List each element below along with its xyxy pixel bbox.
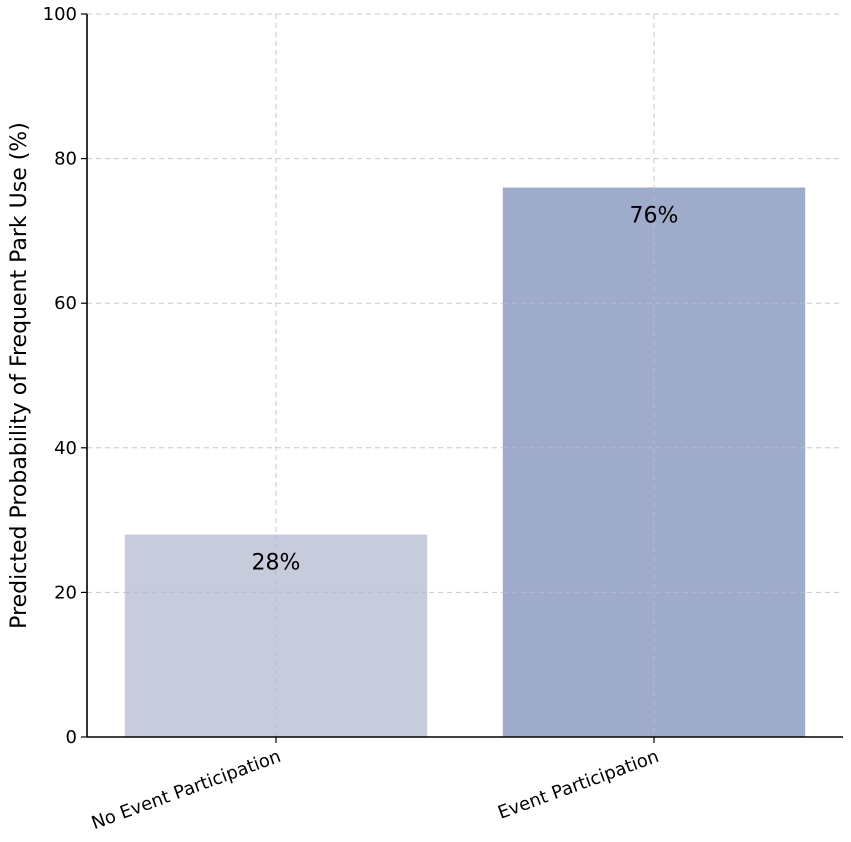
x-ticks: No Event Participation Event Participatio… [89,737,662,834]
axes [86,14,843,738]
y-tick-label: 40 [54,438,77,459]
y-ticks: 0 20 40 60 80 100 [43,4,87,748]
bar-data-label: 76% [630,204,679,229]
bars [124,187,806,737]
x-tick-label: No Event Participation [89,746,284,834]
y-tick-label: 80 [54,149,77,170]
bar-data-label: 28% [252,551,301,576]
x-tick-label: Event Participation [495,746,662,824]
y-axis-title: Predicted Probability of Frequent Park U… [7,122,32,629]
y-tick-label: 60 [54,293,77,314]
y-tick-label: 20 [54,582,77,603]
y-tick-label: 0 [66,727,77,748]
y-tick-label: 100 [43,4,77,25]
data-labels: 28% 76% [252,204,679,576]
